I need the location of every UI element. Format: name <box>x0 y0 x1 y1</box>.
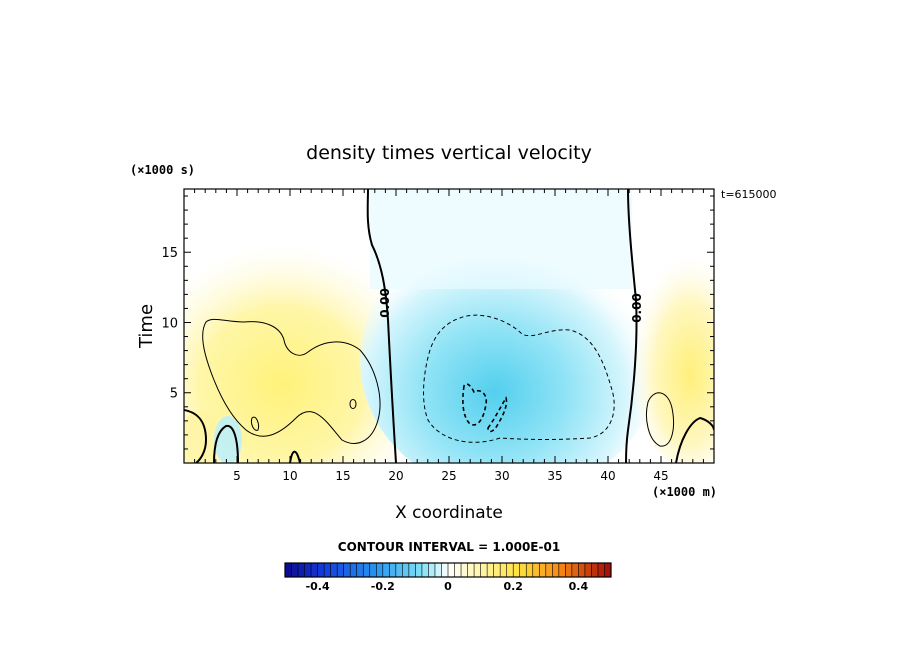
colorbar-frame <box>284 562 612 578</box>
colorbar-tick-label: -0.4 <box>306 580 330 593</box>
colorbar-cell <box>532 563 540 577</box>
colorbar-cell <box>558 563 566 577</box>
colorbar-cell <box>408 563 416 577</box>
y-tick-labels: 5 10 15 <box>161 246 178 402</box>
colorbar-cell <box>506 563 514 577</box>
zero-contour-label: 0.00 <box>378 288 392 318</box>
colorbar-cell <box>311 563 318 577</box>
colorbar-cell <box>421 563 429 577</box>
negative-contour-inner-2 <box>487 396 508 433</box>
colorbar-cell <box>461 563 468 577</box>
y-tick-label: 5 <box>170 387 178 402</box>
colorbar-cell <box>402 563 410 577</box>
colorbar-cell <box>571 563 579 577</box>
positive-lobe-right <box>630 230 714 463</box>
colorbar-cell <box>363 563 371 577</box>
colorbar-cell <box>578 563 586 577</box>
contour-lines <box>184 189 714 463</box>
colorbar-cell <box>317 563 325 577</box>
colorbar-tick-label: 0 <box>444 580 452 593</box>
colorbar-cell <box>552 563 560 577</box>
negative-contour-center <box>423 314 615 443</box>
x-tick-label: 5 <box>233 469 241 483</box>
y-tick-label: 10 <box>161 316 178 331</box>
colorbar-cell <box>591 563 599 577</box>
zero-contour-right <box>625 189 638 463</box>
x-tick-label: 45 <box>653 469 668 483</box>
colorbar-cell <box>324 563 332 577</box>
colorbar-tick-label: -0.2 <box>371 580 395 593</box>
negative-contour-inner <box>462 383 488 426</box>
y-tick-label: 15 <box>161 246 178 261</box>
colorbar-cell <box>291 563 299 577</box>
colorbar-cell <box>584 563 592 577</box>
time-label: t=615000 <box>721 188 777 201</box>
zero-contour-label: 0.00 <box>630 293 644 323</box>
colorbar-cell <box>545 563 553 577</box>
x-axis-label: X coordinate <box>395 503 503 523</box>
x-unit-label: (×1000 m) <box>652 485 717 499</box>
colorbar <box>284 562 612 578</box>
colorbar-tick-label: 0.4 <box>569 580 589 593</box>
colorbar-cell <box>519 563 527 577</box>
colorbar-cell <box>343 563 351 577</box>
colorbar-cell <box>304 563 312 577</box>
colorbar-cell <box>285 563 292 577</box>
colorbar-cell <box>487 563 495 577</box>
x-tick-label: 10 <box>282 469 297 483</box>
x-tick-label: 30 <box>494 469 509 483</box>
y-unit-label: (×1000 s) <box>130 163 195 177</box>
x-tick-labels: 5 10 15 20 25 30 35 40 45 <box>233 469 668 483</box>
colorbar-tick-label: 0.2 <box>503 580 523 593</box>
colorbar-cell <box>467 563 475 577</box>
colorbar-cell <box>330 563 338 577</box>
colorbar-cell <box>454 563 462 577</box>
colorbar-cell <box>350 563 358 577</box>
x-tick-label: 25 <box>441 469 456 483</box>
x-tick-label: 15 <box>335 469 350 483</box>
colorbar-cell <box>369 563 377 577</box>
positive-contour-left <box>202 318 381 444</box>
contour-interval-text: CONTOUR INTERVAL = 1.000E-01 <box>338 540 560 554</box>
axis-ticks <box>183 189 715 464</box>
chart-title: density times vertical velocity <box>306 142 592 164</box>
zero-contour-left <box>366 189 397 463</box>
x-tick-label: 35 <box>547 469 562 483</box>
colorbar-cell <box>597 563 605 577</box>
x-tick-label: 20 <box>388 469 403 483</box>
positive-contour-right <box>646 392 674 447</box>
colorbar-cell <box>382 563 390 577</box>
x-tick-label: 40 <box>600 469 615 483</box>
colorbar-cell <box>565 563 573 577</box>
colorbar-cell <box>428 563 436 577</box>
colorbar-cell <box>441 563 449 577</box>
colorbar-cell <box>526 563 534 577</box>
colorbar-cell <box>480 563 488 577</box>
colorbar-cell <box>539 563 547 577</box>
colorbar-cell <box>395 563 403 577</box>
colorbar-cell <box>415 563 423 577</box>
colorbar-cell <box>434 563 442 577</box>
colorbar-cell <box>389 563 397 577</box>
colorbar-cell <box>298 563 305 577</box>
colorbar-cell <box>604 563 612 577</box>
colorbar-cell <box>500 563 508 577</box>
zero-contour-label-group: 0.00 0.00 <box>378 288 644 323</box>
colorbar-cell <box>493 563 501 577</box>
colorbar-cell <box>448 563 455 577</box>
colorbar-tick-labels: -0.4 -0.2 0 0.2 0.4 <box>306 580 589 593</box>
shaded-field <box>184 189 714 463</box>
y-axis-label: Time <box>136 304 157 349</box>
colorbar-cell <box>356 563 364 577</box>
colorbar-cell <box>337 563 345 577</box>
colorbar-cell <box>513 563 521 577</box>
colorbar-cell <box>376 563 384 577</box>
colorbar-cell <box>474 563 481 577</box>
